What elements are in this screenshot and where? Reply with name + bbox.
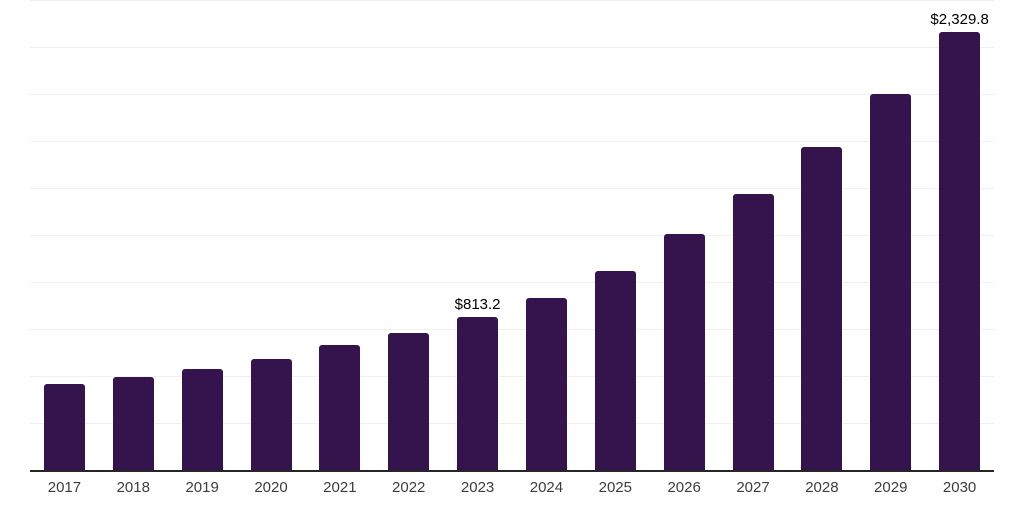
bar-slot-2026 (650, 234, 719, 470)
bars: $813.2 $2,329.8 (30, 0, 994, 470)
bar-slot-2019 (168, 369, 237, 470)
gridline-1250 (30, 235, 994, 236)
gridline-250 (30, 423, 994, 424)
bar-2028 (801, 147, 843, 470)
bar-2022 (388, 333, 430, 470)
x-axis-label-2023: 2023 (460, 479, 495, 496)
bar-slot-2023: $813.2 (443, 296, 512, 470)
x-axis-label-2020: 2020 (254, 479, 288, 496)
x-axis-label-2018: 2018 (116, 479, 150, 496)
bar-slot-2020 (237, 359, 306, 470)
gridline-1750 (30, 141, 994, 142)
bar-2027 (732, 194, 774, 470)
bar-slot-2018 (99, 376, 168, 470)
x-axis-label-2030: 2030 (942, 479, 977, 496)
x-axis-label-2024: 2024 (529, 479, 564, 496)
bar-slot-2029 (856, 94, 925, 470)
x-axis-label-2019: 2019 (185, 479, 219, 496)
gridlines (30, 0, 994, 470)
bar-2029 (870, 94, 912, 470)
bar-slot-2030: $2,329.8 (925, 11, 994, 470)
x-axis-label-2029: 2029 (874, 479, 908, 496)
bar-2030 (939, 32, 981, 470)
bar-2026 (663, 234, 705, 470)
gridline-1000 (30, 282, 994, 283)
bar-2021 (319, 345, 361, 470)
gridline-1500 (30, 188, 994, 189)
value-label-2030: $2,329.8 (930, 11, 989, 28)
bar-slot-2024 (512, 297, 581, 470)
x-axis-label-2017: 2017 (47, 479, 82, 496)
value-label-2023: $813.2 (454, 296, 501, 314)
x-axis-label-2021: 2021 (323, 479, 357, 496)
bar-2017 (43, 384, 85, 470)
x-axis-label-2025: 2025 (598, 479, 632, 496)
bar-2018 (112, 376, 154, 470)
bar-slot-2022 (374, 333, 443, 470)
bar-2023 (457, 317, 499, 470)
gridline-2000 (30, 94, 994, 95)
x-axis-label-2026: 2026 (667, 479, 701, 496)
gridline-750 (30, 329, 994, 330)
bar-2020 (250, 359, 292, 470)
gridline-500 (30, 376, 994, 377)
bar-slot-2025 (581, 271, 650, 470)
bar-2025 (594, 271, 636, 470)
bar-slot-2028 (787, 147, 856, 470)
bar-slot-2027 (719, 194, 788, 470)
gridline-2250 (30, 47, 994, 48)
bar-slot-2021 (305, 345, 374, 470)
bar-slot-2017 (30, 384, 99, 470)
x-axis-label-2022: 2022 (392, 479, 426, 496)
plot-area: $813.2 $2,329.8 (30, 0, 994, 472)
gridline-2500 (30, 0, 994, 1)
x-axis-labels: 2017 2018 2019 2020 2021 2022 2023 2024 2025 2026… (30, 479, 994, 496)
x-axis-label-2027: 2027 (736, 479, 770, 496)
x-axis-label-2028: 2028 (805, 479, 839, 496)
bar-2019 (181, 369, 223, 470)
bar-2024 (525, 297, 567, 470)
